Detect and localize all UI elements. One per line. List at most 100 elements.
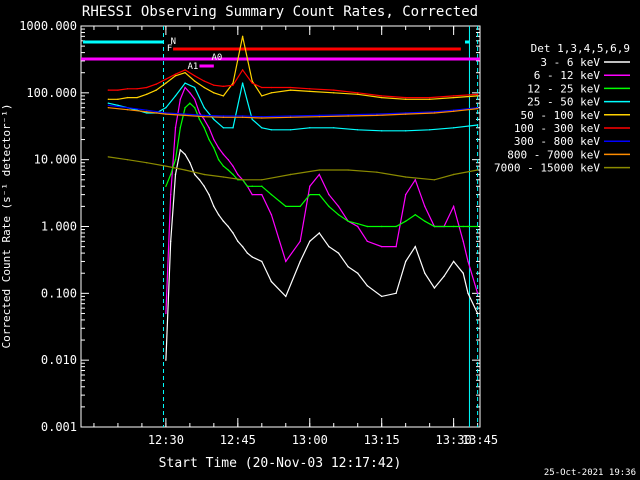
data-point-7-0 bbox=[107, 106, 110, 109]
data-point-0-35 bbox=[433, 287, 436, 289]
series-line-0 bbox=[165, 148, 479, 361]
data-point-5-12 bbox=[222, 85, 225, 88]
data-point-4-16 bbox=[261, 95, 263, 97]
data-point-2-38 bbox=[462, 225, 464, 228]
data-point-4-2 bbox=[126, 96, 129, 99]
data-point-5-8 bbox=[184, 69, 186, 71]
data-point-8-11 bbox=[347, 169, 349, 171]
data-point-0-20 bbox=[270, 280, 273, 283]
data-point-0-10 bbox=[213, 205, 215, 208]
data-point-0-29 bbox=[366, 285, 369, 287]
data-point-0-25 bbox=[328, 245, 330, 248]
data-point-1-15 bbox=[237, 173, 239, 176]
data-point-5-6 bbox=[165, 78, 167, 80]
data-point-5-26 bbox=[476, 93, 479, 96]
data-point-0-9 bbox=[208, 193, 210, 196]
data-point-6-5 bbox=[203, 114, 205, 117]
data-point-1-8 bbox=[203, 118, 205, 121]
data-point-4-15 bbox=[251, 80, 253, 82]
x-tick-label-3: 13:15 bbox=[364, 433, 400, 447]
data-point-2-6 bbox=[193, 106, 196, 109]
data-point-2-9 bbox=[208, 138, 210, 141]
legend-label-1: 6 - 12 keV bbox=[534, 69, 601, 82]
data-point-1-1 bbox=[169, 193, 172, 196]
y-tick-label-4: 0.100 bbox=[41, 286, 77, 300]
data-point-1-5 bbox=[189, 92, 191, 94]
data-point-7-16 bbox=[476, 107, 479, 110]
data-point-6-13 bbox=[404, 112, 407, 114]
data-point-1-34 bbox=[424, 205, 426, 208]
data-point-6-9 bbox=[289, 115, 292, 117]
legend-label-7: 800 - 7000 keV bbox=[507, 148, 600, 161]
data-point-7-2 bbox=[146, 111, 148, 113]
series-line-1 bbox=[165, 86, 479, 314]
data-point-2-12 bbox=[222, 165, 225, 167]
data-point-1-29 bbox=[366, 240, 369, 243]
data-point-4-24 bbox=[428, 98, 431, 101]
data-point-8-8 bbox=[261, 179, 263, 181]
data-point-2-3 bbox=[179, 127, 181, 129]
data-point-5-3 bbox=[136, 88, 138, 90]
data-point-2-24 bbox=[318, 193, 321, 196]
data-point-4-7 bbox=[174, 75, 177, 77]
data-point-6-1 bbox=[126, 106, 129, 109]
x-tick-label-0: 12:30 bbox=[148, 433, 184, 447]
data-point-3-22 bbox=[380, 130, 383, 132]
data-point-7-4 bbox=[184, 114, 186, 117]
flag-bars: NF A1 A0 bbox=[81, 26, 480, 427]
data-point-1-0 bbox=[165, 312, 167, 315]
data-point-2-0 bbox=[165, 185, 167, 187]
data-point-0-40 bbox=[476, 312, 479, 315]
data-point-1-25 bbox=[328, 193, 330, 196]
data-point-2-29 bbox=[366, 225, 369, 228]
data-point-0-28 bbox=[357, 272, 359, 274]
data-point-5-15 bbox=[251, 82, 253, 84]
data-point-2-26 bbox=[337, 214, 340, 216]
data-point-5-17 bbox=[270, 86, 273, 89]
data-point-0-17 bbox=[246, 252, 249, 254]
data-point-8-2 bbox=[146, 162, 148, 164]
data-point-2-21 bbox=[285, 205, 287, 208]
x-axis-label: Start Time (20-Nov-03 12:17:42) bbox=[159, 456, 402, 471]
data-point-2-36 bbox=[443, 225, 445, 228]
data-point-0-34 bbox=[424, 272, 426, 274]
data-point-7-5 bbox=[203, 115, 205, 118]
data-point-3-16 bbox=[261, 127, 263, 129]
data-point-0-37 bbox=[452, 260, 455, 263]
data-point-0-39 bbox=[467, 292, 469, 295]
data-point-2-11 bbox=[217, 158, 220, 161]
data-point-8-3 bbox=[165, 165, 167, 167]
data-point-5-18 bbox=[289, 86, 292, 89]
data-point-0-16 bbox=[241, 245, 244, 248]
data-point-4-11 bbox=[213, 92, 215, 94]
data-point-2-7 bbox=[198, 118, 201, 121]
data-point-4-19 bbox=[309, 90, 311, 93]
data-point-8-5 bbox=[203, 173, 205, 176]
data-point-8-10 bbox=[318, 169, 321, 171]
data-point-2-2 bbox=[174, 158, 177, 161]
data-point-3-24 bbox=[428, 129, 431, 131]
data-point-4-5 bbox=[155, 89, 157, 91]
data-point-2-34 bbox=[424, 220, 426, 222]
data-point-5-23 bbox=[404, 96, 407, 99]
data-point-5-5 bbox=[155, 83, 157, 85]
data-point-1-14 bbox=[232, 165, 234, 167]
data-point-4-0 bbox=[107, 98, 110, 101]
data-point-7-13 bbox=[404, 113, 407, 115]
y-axis-label: Corrected Count Rate (s⁻¹ detector⁻¹) bbox=[0, 103, 13, 348]
data-point-6-16 bbox=[476, 106, 479, 109]
data-point-0-14 bbox=[232, 232, 234, 234]
data-point-2-22 bbox=[299, 205, 301, 208]
data-point-1-9 bbox=[208, 127, 210, 129]
data-point-1-30 bbox=[380, 245, 383, 248]
data-point-0-0 bbox=[165, 359, 167, 361]
data-point-2-31 bbox=[395, 225, 397, 228]
data-point-6-14 bbox=[433, 111, 436, 113]
data-point-0-27 bbox=[347, 266, 349, 268]
data-point-7-12 bbox=[376, 114, 378, 117]
data-point-0-11 bbox=[217, 214, 220, 216]
data-point-3-26 bbox=[476, 124, 479, 126]
data-point-5-1 bbox=[117, 89, 119, 91]
chart-title: RHESSI Observing Summary Count Rates, Co… bbox=[82, 4, 478, 20]
data-point-2-27 bbox=[347, 220, 349, 222]
